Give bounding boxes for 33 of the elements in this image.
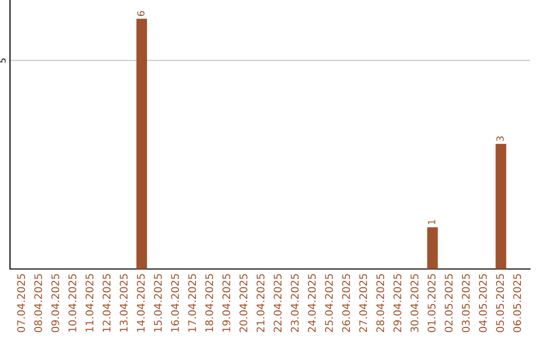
- x-tick-label: 16.04.2025: [171, 274, 179, 332]
- x-tick-label: 09.04.2025: [51, 274, 60, 332]
- x-tick-label: 29.04.2025: [393, 274, 402, 332]
- x-tick-label: 05.05.2025: [496, 274, 504, 332]
- data-label: 6: [137, 11, 145, 16]
- x-tick-label: 13.04.2025: [120, 274, 128, 332]
- x-tick-label: 11.04.2025: [86, 274, 94, 332]
- x-tick-label: 19.04.2025: [222, 274, 230, 332]
- x-tick-label: 21.04.2025: [256, 274, 264, 332]
- x-tick-label: 15.04.2025: [154, 274, 162, 332]
- x-tick-label: 20.04.2025: [239, 274, 248, 332]
- x-tick-label: 30.04.2025: [410, 274, 418, 332]
- x-tick-label: 18.04.2025: [205, 274, 214, 332]
- x-tick-label: 04.05.2025: [478, 274, 487, 332]
- x-tick-label: 02.05.2025: [444, 274, 453, 332]
- x-tick-label: 25.04.2025: [325, 274, 333, 332]
- x-tick-label: 24.04.2025: [308, 274, 316, 332]
- data-label: 3: [496, 136, 504, 142]
- x-tick-label: 28.04.2025: [376, 274, 384, 332]
- x-tick-label: 10.04.2025: [68, 274, 76, 332]
- data-label: 1: [428, 220, 436, 224]
- x-tick-label: 26.04.2025: [342, 274, 350, 332]
- x-tick-label: 01.05.2025: [428, 274, 436, 332]
- x-tick-label: 27.04.2025: [359, 274, 368, 332]
- x-tick-label: 23.04.2025: [290, 274, 299, 332]
- x-tick-label: 17.04.2025: [188, 274, 196, 332]
- x-tick-label: 12.04.2025: [102, 274, 111, 332]
- x-tick-label: 14.04.2025: [136, 274, 145, 332]
- x-tick-label: 08.04.2025: [34, 274, 42, 332]
- x-tick-label: 03.05.2025: [462, 274, 470, 332]
- x-tick-label: 07.04.2025: [17, 274, 25, 332]
- x-tick-label: 22.04.2025: [274, 274, 282, 332]
- x-tick-label: 06.05.2025: [513, 274, 522, 332]
